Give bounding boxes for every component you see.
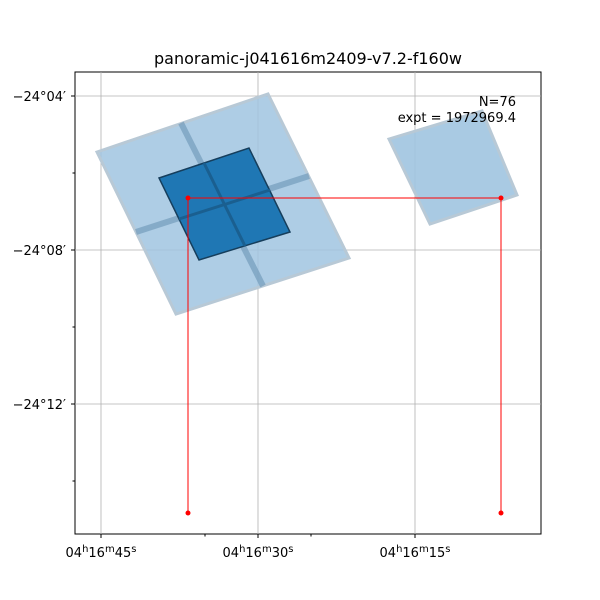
x-tick-1-m: 16	[88, 546, 105, 561]
x-tick-3-m: 16	[402, 546, 419, 561]
footprint-right	[386, 109, 520, 226]
outline-point-2	[185, 195, 191, 201]
y-tick-label-3: −24°12′	[13, 398, 66, 413]
chart-title: panoramic-j041616m2409-v7.2-f160w	[154, 49, 462, 68]
annotation-expt: expt = 1972969.4	[398, 111, 516, 126]
footprint-dark-seam-horizontal	[178, 188, 271, 221]
x-tick-3-m-unit: m	[419, 544, 429, 555]
outline-line	[187, 197, 502, 513]
x-tick-3-h: 04	[380, 546, 397, 561]
x-tick-label-2: 04h16m30s	[223, 544, 294, 561]
x-tick-3-s-unit: s	[445, 544, 450, 555]
outline-point-1	[185, 510, 191, 516]
x-tick-1-h: 04	[66, 546, 83, 561]
x-tick-2-m-unit: m	[262, 544, 272, 555]
outline-point-3	[498, 195, 504, 201]
x-tick-2-m: 16	[245, 546, 262, 561]
x-tick-2-h-unit: h	[239, 544, 245, 555]
x-tick-1-s-unit: s	[131, 544, 136, 555]
outline-point-4	[498, 510, 504, 516]
outline-series	[185, 195, 504, 516]
plot-frame	[74, 71, 542, 535]
x-tick-2-s-unit: s	[288, 544, 293, 555]
y-tick-label-1: −24°04′	[13, 90, 66, 105]
x-tick-2-h: 04	[223, 546, 240, 561]
x-tick-label-1: 04h16m45s	[66, 544, 137, 561]
footprints	[94, 92, 520, 316]
y-tick-label-2: −24°08′	[13, 244, 66, 259]
x-tick-3-s: 15	[429, 546, 446, 561]
x-tick-1-h-unit: h	[82, 544, 88, 555]
x-tick-2-s: 30	[272, 546, 289, 561]
annotation-n: N=76	[479, 95, 516, 110]
x-tick-label-3: 04h16m15s	[380, 544, 451, 561]
x-tick-3-h-unit: h	[396, 544, 402, 555]
x-tick-1-s: 45	[115, 546, 132, 561]
x-tick-1-m-unit: m	[105, 544, 115, 555]
ticks	[71, 95, 416, 538]
